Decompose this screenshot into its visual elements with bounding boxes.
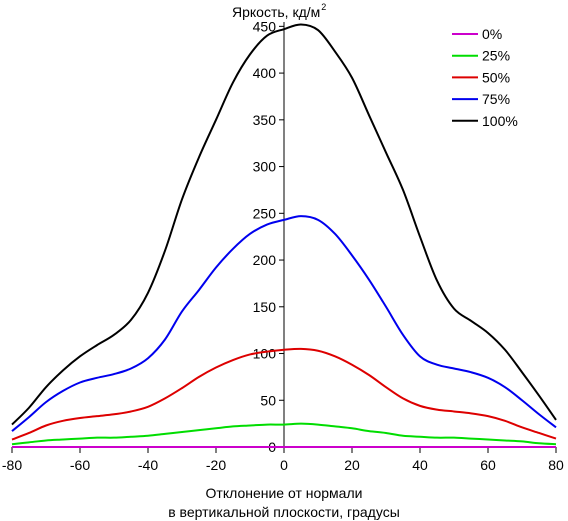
x-tick-label: 40	[412, 457, 428, 473]
series-line-100pct	[11, 23, 557, 426]
y-axis-title-text: Яркость, кд/м	[232, 4, 320, 20]
x-tick-label: -40	[138, 457, 158, 473]
legend-label: 50%	[482, 69, 510, 85]
y-tick-label: 150	[253, 299, 277, 315]
series-line-50pct	[11, 347, 557, 441]
x-tick-label: 20	[344, 457, 360, 473]
x-tick-label: -60	[70, 457, 90, 473]
x-axis-title-line2: в вертикальной плоскости, градусы	[168, 504, 400, 520]
x-tick-label: 60	[480, 457, 496, 473]
y-tick-label: 350	[253, 112, 277, 128]
plot-area: -80 -60 -40 -20 0 20 40 60 800501001502002503003…	[2, 18, 564, 473]
legend-label: 25%	[482, 48, 510, 64]
legend-label: 75%	[482, 91, 510, 107]
y-tick-label: 250	[253, 205, 277, 221]
x-tick-label: 80	[548, 457, 564, 473]
y-tick-label: 400	[253, 65, 277, 81]
y-tick-label: 200	[253, 252, 277, 268]
legend-label: 0%	[482, 26, 502, 42]
legend-label: 100%	[482, 113, 518, 129]
y-tick-label: 450	[253, 18, 277, 34]
series-line-25pct	[11, 422, 557, 446]
x-tick-label: -80	[2, 457, 22, 473]
y-tick-label: 100	[253, 346, 277, 362]
y-axis-title-superscript: 2	[321, 2, 326, 12]
x-tick-label: 0	[280, 457, 288, 473]
y-axis-title: Яркость, кд/м 2	[232, 2, 326, 20]
legend: 0% 25% 50% 75% 100%	[452, 26, 518, 129]
x-tick-label: -20	[206, 457, 226, 473]
x-axis-title-line1: Отклонение от нормали	[206, 485, 363, 501]
y-tick-label: 300	[253, 159, 277, 175]
series-line-75pct	[11, 215, 557, 432]
y-tick-label: 50	[260, 392, 276, 408]
